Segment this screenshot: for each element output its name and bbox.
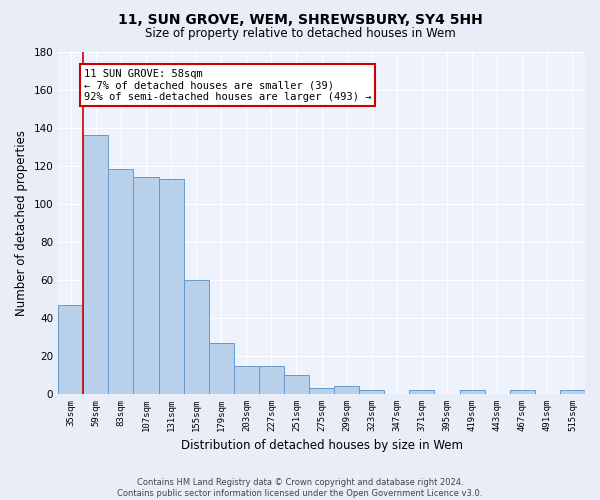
Bar [560, 390, 585, 394]
Bar [133, 177, 158, 394]
Y-axis label: Number of detached properties: Number of detached properties [15, 130, 28, 316]
Bar [83, 135, 109, 394]
Bar [284, 375, 309, 394]
Text: 11 SUN GROVE: 58sqm
← 7% of detached houses are smaller (39)
92% of semi-detache: 11 SUN GROVE: 58sqm ← 7% of detached hou… [84, 68, 371, 102]
Bar [109, 170, 133, 394]
Bar [309, 388, 334, 394]
Bar [359, 390, 385, 394]
Text: 11, SUN GROVE, WEM, SHREWSBURY, SY4 5HH: 11, SUN GROVE, WEM, SHREWSBURY, SY4 5HH [118, 12, 482, 26]
Bar [158, 179, 184, 394]
Bar [58, 304, 83, 394]
Bar [234, 366, 259, 394]
Text: Size of property relative to detached houses in Wem: Size of property relative to detached ho… [145, 28, 455, 40]
Text: Contains HM Land Registry data © Crown copyright and database right 2024.
Contai: Contains HM Land Registry data © Crown c… [118, 478, 482, 498]
X-axis label: Distribution of detached houses by size in Wem: Distribution of detached houses by size … [181, 440, 463, 452]
Bar [460, 390, 485, 394]
Bar [334, 386, 359, 394]
Bar [259, 366, 284, 394]
Bar [510, 390, 535, 394]
Bar [209, 342, 234, 394]
Bar [409, 390, 434, 394]
Bar [184, 280, 209, 394]
